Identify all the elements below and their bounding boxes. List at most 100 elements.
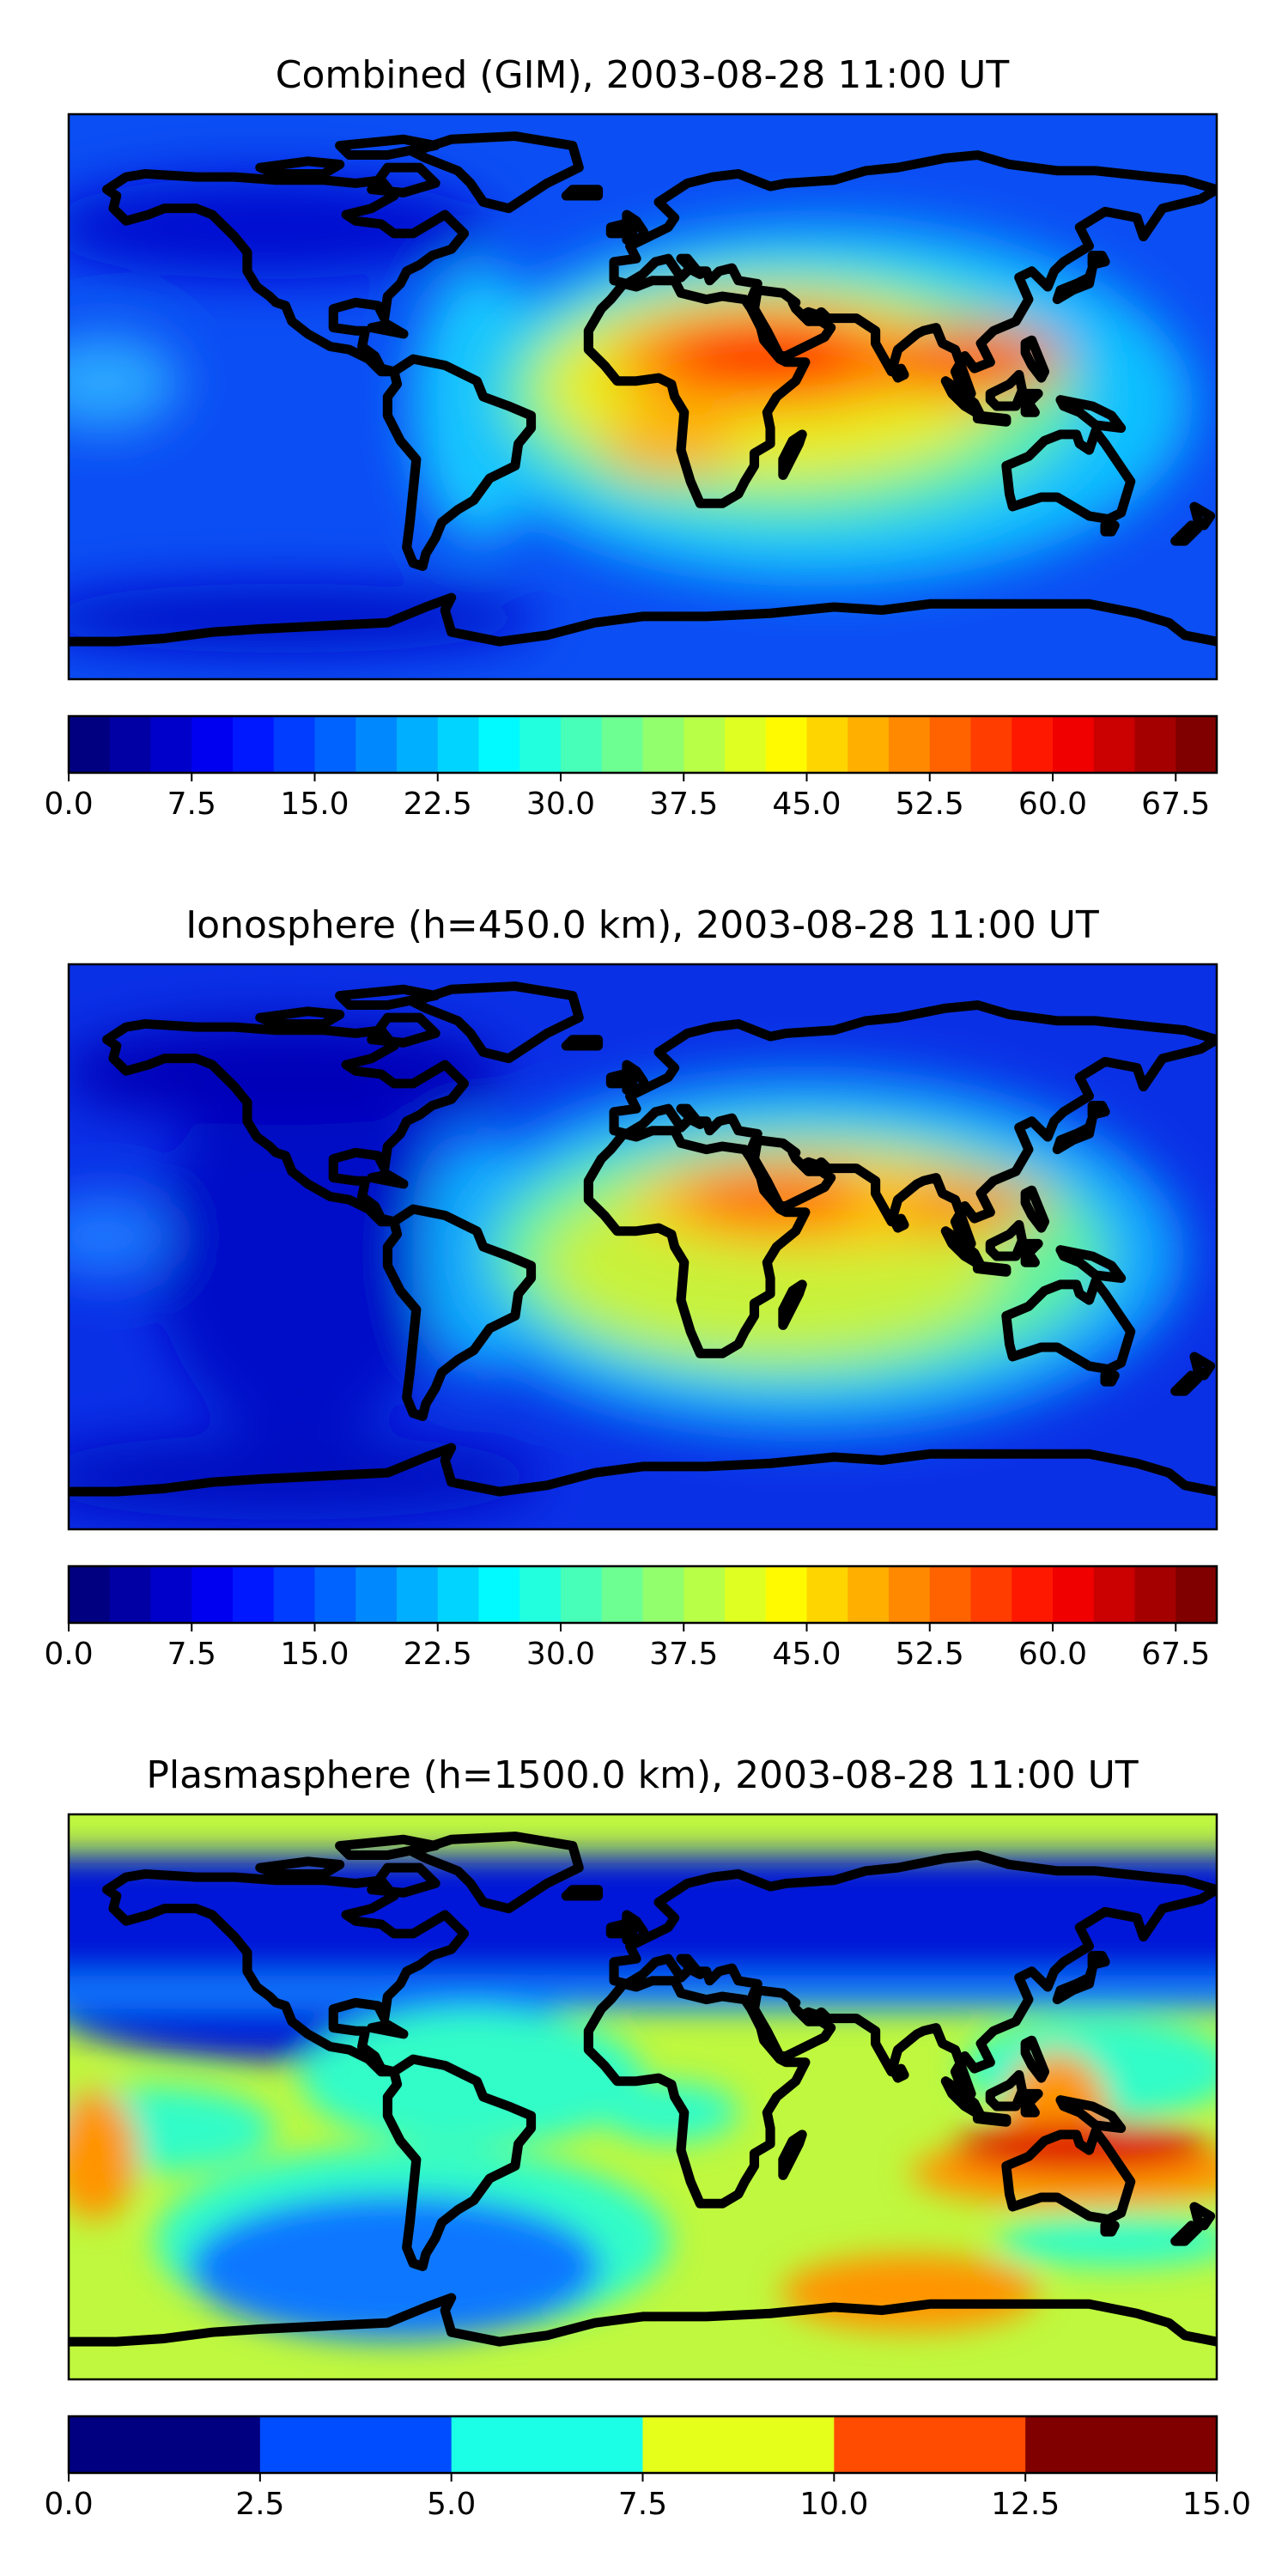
colorbar-tick-label: 7.5	[167, 787, 216, 822]
colorbar-tick-label: 30.0	[526, 787, 595, 822]
colorbar-cell	[806, 716, 848, 773]
colorbar-cell	[478, 716, 520, 773]
panel-2-map	[69, 964, 1217, 1529]
colorbar-cell	[397, 1566, 439, 1623]
panel-3-map	[69, 1814, 1217, 2379]
colorbar-cell	[355, 1566, 398, 1623]
colorbar-cell	[1176, 1566, 1218, 1623]
colorbar-cell	[69, 2416, 261, 2473]
colorbar-tick-label: 15.0	[1182, 2487, 1251, 2522]
colorbar-cell	[150, 716, 192, 773]
colorbar-cell	[314, 1566, 356, 1623]
colorbar-1-cells	[69, 716, 1218, 773]
colorbar-cell	[109, 1566, 152, 1623]
colorbar-cell	[314, 716, 356, 773]
colorbar-cell	[1025, 2416, 1218, 2473]
colorbar-tick-label: 22.5	[404, 1637, 472, 1672]
colorbar-cell	[929, 716, 972, 773]
panel-2-frame	[67, 963, 1218, 1531]
colorbar-cell	[561, 716, 603, 773]
colorbar-cell	[191, 716, 234, 773]
colorbar-cell	[437, 716, 480, 773]
panel-3-frame	[67, 1813, 1218, 2381]
panel-1-frame	[67, 112, 1218, 681]
colorbar-tick-label: 67.5	[1141, 1637, 1210, 1672]
panel-combined: Combined (GIM), 2003-08-28 11:00 UT	[44, 53, 1218, 822]
colorbar-cell	[109, 716, 152, 773]
colorbar-cell	[519, 1566, 562, 1623]
colorbar-tick-label: 22.5	[404, 787, 472, 822]
colorbar-cell	[642, 2416, 835, 2473]
colorbar-cell	[233, 716, 275, 773]
colorbar-cell	[642, 716, 684, 773]
colorbar-cell	[1176, 716, 1218, 773]
colorbar-cell	[1093, 1566, 1136, 1623]
colorbar-cell	[683, 1566, 726, 1623]
panel-3-title: Plasmasphere (h=1500.0 km), 2003-08-28 1…	[146, 1753, 1138, 1797]
colorbar-cell	[601, 1566, 644, 1623]
colorbar-cell	[561, 1566, 603, 1623]
colorbar-cell	[519, 716, 562, 773]
colorbar-tick-label: 45.0	[772, 1637, 841, 1672]
colorbar-cell	[1134, 1566, 1176, 1623]
colorbar-cell	[397, 716, 439, 773]
panel-1-title: Combined (GIM), 2003-08-28 11:00 UT	[276, 53, 1010, 97]
colorbar-1: 0.0 7.5 15.0 22.5 30.0 37.5 45.0 52.5 60.0 67.5	[44, 714, 1218, 822]
colorbar-tick-label: 0.0	[44, 1637, 93, 1672]
colorbar-tick-label: 37.5	[649, 1637, 718, 1672]
colorbar-cell	[642, 1566, 684, 1623]
colorbar-tick-label: 60.0	[1018, 1637, 1087, 1672]
colorbar-cell	[601, 716, 644, 773]
colorbar-cell	[1053, 1566, 1095, 1623]
colorbar-cell	[889, 716, 931, 773]
colorbar-cell	[437, 1566, 480, 1623]
colorbar-tick-label: 2.5	[235, 2487, 284, 2522]
colorbar-cell	[355, 716, 398, 773]
colorbar-cell	[451, 2416, 644, 2473]
colorbar-3-cells	[69, 2416, 1218, 2473]
colorbar-2: 0.0 7.5 15.0 22.5 30.0 37.5 45.0 52.5 60.0 67.5	[44, 1564, 1218, 1672]
colorbar-cell	[848, 716, 890, 773]
colorbar-tick-label: 10.0	[799, 2487, 868, 2522]
colorbar-cell	[191, 1566, 234, 1623]
colorbar-cell	[970, 1566, 1012, 1623]
colorbar-cell	[1012, 1566, 1054, 1623]
colorbar-2-frame	[67, 1564, 1218, 1625]
colorbar-cell	[1012, 716, 1054, 773]
colorbar-cell	[970, 716, 1012, 773]
colorbar-tick-label: 52.5	[896, 1637, 964, 1672]
colorbar-cell	[848, 1566, 890, 1623]
colorbar-cell	[259, 2416, 453, 2473]
panel-2-title: Ionosphere (h=450.0 km), 2003-08-28 11:0…	[185, 903, 1099, 947]
colorbar-cell	[150, 1566, 192, 1623]
colorbar-cell	[765, 716, 808, 773]
colorbar-cell	[1134, 716, 1176, 773]
colorbar-cell	[273, 716, 316, 773]
colorbar-tick-label: 15.0	[280, 1637, 349, 1672]
colorbar-2-cells	[69, 1566, 1218, 1623]
colorbar-tick-label: 7.5	[618, 2487, 667, 2522]
colorbar-tick-label: 52.5	[896, 787, 964, 822]
colorbar-cell	[1053, 716, 1095, 773]
colorbar-cell	[69, 716, 111, 773]
colorbar-tick-label: 0.0	[44, 2487, 93, 2522]
colorbar-tick-label: 12.5	[991, 2487, 1060, 2522]
colorbar-cell	[765, 1566, 808, 1623]
colorbar-3: 0.0 2.5 5.0 7.5 10.0 12.5 15.0	[44, 2415, 1251, 2522]
colorbar-cell	[889, 1566, 931, 1623]
colorbar-1-frame	[67, 714, 1218, 775]
colorbar-cell	[806, 1566, 848, 1623]
panel-ionosphere: Ionosphere (h=450.0 km), 2003-08-28 11:0…	[44, 903, 1218, 1672]
colorbar-tick-label: 7.5	[167, 1637, 216, 1672]
colorbar-cell	[478, 1566, 520, 1623]
colorbar-cell	[273, 1566, 316, 1623]
colorbar-cell	[233, 1566, 275, 1623]
colorbar-tick-label: 15.0	[280, 787, 349, 822]
colorbar-cell	[725, 1566, 767, 1623]
colorbar-tick-label: 60.0	[1018, 787, 1087, 822]
colorbar-tick-label: 67.5	[1141, 787, 1210, 822]
colorbar-1-ticks: 0.0 7.5 15.0 22.5 30.0 37.5 45.0 52.5 60.0 67.5	[44, 773, 1210, 822]
colorbar-2-ticks: 0.0 7.5 15.0 22.5 30.0 37.5 45.0 52.5 60.0 67.5	[44, 1623, 1210, 1672]
panel-plasmasphere: Plasmasphere (h=1500.0 km), 2003-08-28 1…	[44, 1753, 1251, 2522]
